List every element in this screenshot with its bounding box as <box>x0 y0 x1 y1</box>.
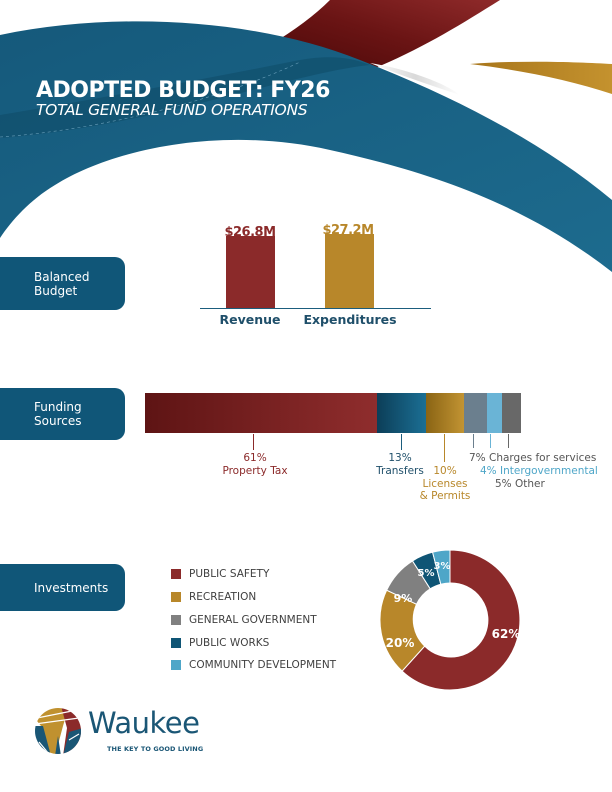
logo-wordmark: Waukee <box>88 706 200 740</box>
leader-line <box>473 434 474 448</box>
label-intergovernmental: 4% Intergovernmental <box>480 465 598 477</box>
funding-sources-stacked-bar <box>145 393 521 433</box>
segment-intergovernmental <box>487 393 502 433</box>
segment-licenses-permits <box>426 393 464 433</box>
waukee-logo-icon <box>35 708 81 754</box>
section-tab-funding-sources: Funding Sources <box>0 388 125 440</box>
pct-recreation: 20% <box>386 636 415 650</box>
page-subtitle: TOTAL GENERAL FUND OPERATIONS <box>36 101 308 119</box>
segment-property-tax <box>145 393 377 433</box>
revenue-label: Revenue <box>219 312 281 327</box>
pct-general-government: 9% <box>394 592 413 605</box>
legend-swatch <box>171 569 181 579</box>
leader-line <box>401 434 402 450</box>
pct-community-development: 3% <box>434 561 451 572</box>
name: & Permits <box>419 490 471 502</box>
name: Licenses <box>422 477 468 490</box>
section-tab-label: Budget <box>34 283 78 298</box>
leader-line <box>508 434 509 448</box>
section-tab-label: Investments <box>34 580 109 595</box>
name: Transfers <box>376 464 424 477</box>
name: Property Tax <box>222 464 288 477</box>
pct: 61% <box>243 452 267 464</box>
legend-swatch <box>171 615 181 625</box>
legend-swatch <box>171 592 181 602</box>
segment-charges <box>464 393 487 433</box>
investments-donut-chart: 62% 20% 9% 5% 3% <box>379 549 521 691</box>
label-transfers: 13% Transfers <box>370 452 430 477</box>
label-licenses-permits: 10% Licenses & Permits <box>412 465 478 503</box>
legend-label: GENERAL GOVERNMENT <box>189 614 317 626</box>
pct: 10% <box>433 465 457 477</box>
legend-item-general-government: GENERAL GOVERNMENT <box>171 614 317 626</box>
expenditures-label: Expenditures <box>303 312 397 327</box>
leader-line <box>444 434 445 462</box>
legend-label: PUBLIC WORKS <box>189 637 270 649</box>
label-property-tax: 61% Property Tax <box>205 452 305 477</box>
legend-swatch <box>171 638 181 648</box>
section-tab-label: Sources <box>34 414 82 428</box>
expenditures-bar <box>325 234 374 308</box>
legend-label: PUBLIC SAFETY <box>189 568 270 580</box>
legend-label: COMMUNITY DEVELOPMENT <box>189 659 337 671</box>
legend-item-public-works: PUBLIC WORKS <box>171 637 269 649</box>
section-tab-balanced-budget: Balanced Budget <box>0 257 125 310</box>
logo-tagline: THE KEY TO GOOD LIVING <box>107 745 204 753</box>
donut-slice-community-development <box>431 549 451 585</box>
chart-baseline <box>200 308 431 309</box>
leader-line <box>490 434 491 448</box>
legend-swatch <box>171 660 181 670</box>
section-tab-investments: Investments <box>0 564 125 611</box>
legend-item-public-safety: PUBLIC SAFETY <box>171 568 269 580</box>
header-swoosh-graphic <box>0 0 612 273</box>
legend-item-recreation: RECREATION <box>171 591 256 603</box>
leader-line <box>253 434 254 450</box>
pct-public-works: 5% <box>418 568 435 579</box>
pct: 13% <box>388 452 412 464</box>
page-title: ADOPTED BUDGET: FY26 <box>36 78 330 103</box>
section-tab-label: Funding <box>34 400 82 414</box>
segment-other <box>502 393 521 433</box>
pct-public-safety: 62% <box>492 627 521 641</box>
label-other: 5% Other <box>495 478 545 490</box>
legend-label: RECREATION <box>189 591 257 603</box>
legend-item-community-development: COMMUNITY DEVELOPMENT <box>171 659 336 671</box>
donut-slice-public-safety <box>401 549 521 691</box>
revenue-bar <box>226 236 275 308</box>
section-tab-label: Balanced <box>34 269 90 284</box>
label-charges: 7% Charges for services <box>469 452 597 464</box>
segment-transfers <box>377 393 426 433</box>
